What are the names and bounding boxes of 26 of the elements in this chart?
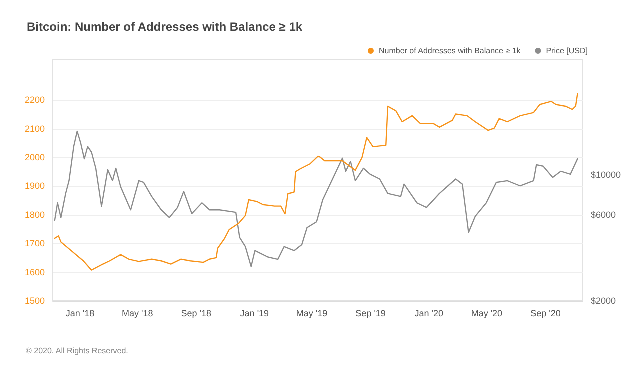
x-tick-label: Sep '18 (181, 308, 212, 318)
y-tick-label: 2100 (24, 124, 45, 134)
x-tick-label: Jan '20 (414, 308, 444, 318)
line-series (54, 130, 578, 268)
y-tick-label: 2000 (24, 152, 45, 163)
legend-label: Number of Addresses with Balance ≥ 1k (378, 46, 522, 56)
line-series (54, 93, 578, 271)
x-tick-label: Jan '19 (240, 308, 270, 318)
x-tick-label: May '19 (296, 308, 328, 318)
y-tick-label: 1800 (24, 210, 45, 220)
y-tick-label: 1700 (24, 238, 45, 249)
y-tick-label: 1500 (24, 296, 45, 306)
x-tick-label: Sep '20 (530, 308, 561, 318)
x-tick-label: Jan '18 (66, 308, 95, 318)
x-tick-label: Sep '19 (356, 308, 386, 318)
y2-tick-label: $10000 (591, 170, 622, 180)
y-tick-label: 2200 (24, 95, 45, 106)
x-tick-label: May '18 (122, 308, 154, 318)
legend-label: Price [USD] (546, 46, 588, 56)
text: © 2020. All Rights Reserved. (26, 346, 128, 356)
x-tick-label: May '20 (471, 308, 503, 318)
y2-tick-label: $6000 (591, 210, 616, 220)
chart-title: Bitcoin: Number of Addresses with Balance ≥ 1k (27, 20, 303, 34)
y-tick-label: 1900 (24, 181, 45, 192)
y2-tick-label: $2000 (591, 296, 616, 306)
y-tick-label: 1600 (24, 267, 45, 278)
